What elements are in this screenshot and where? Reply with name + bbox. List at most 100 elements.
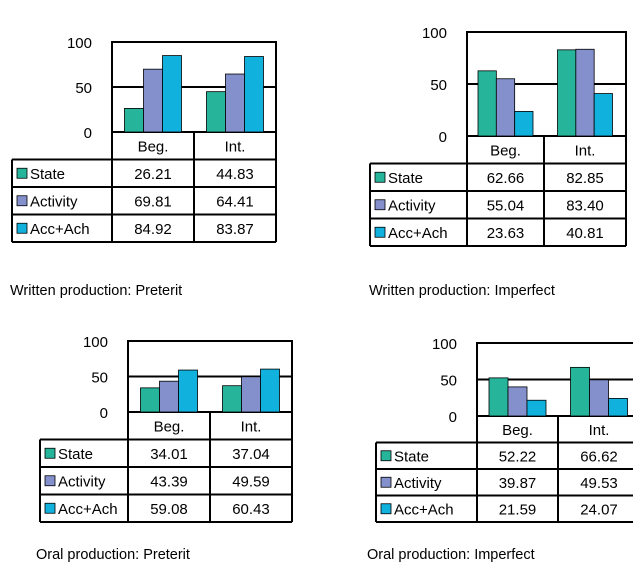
data-value: 40.81 [566,225,604,242]
data-value: 23.63 [487,225,525,242]
data-value: 83.40 [566,197,604,214]
bar-state [222,385,242,413]
bar-acc-ach [608,398,628,417]
category-label: Int. [241,418,262,435]
bar-state [124,108,144,133]
category-label: Int. [575,142,596,159]
y-tick-label: 0 [100,405,108,422]
data-value: 52.22 [499,448,537,465]
series-label: Activity [388,197,436,214]
data-value: 37.04 [232,446,270,463]
category-label: Beg. [490,142,521,159]
y-tick-label: 0 [449,409,457,426]
series-label: Activity [394,475,442,492]
series-label: Activity [58,473,106,490]
series-label: Acc+Ach [58,501,118,518]
data-value: 44.83 [216,166,254,183]
bar-activity [225,73,245,133]
chart-svg: 0 50 100 Beg. Int. State 34.01 37.04 Activity 43.… [39,334,293,523]
y-tick-label: 50 [75,80,92,97]
bar-acc-ach [260,368,280,413]
chart-caption: Oral production: Preterit [36,547,190,563]
data-value: 43.39 [150,473,188,490]
bar-acc-ach [514,111,534,137]
bar-activity [507,386,528,417]
bar-activity [575,48,595,137]
legend-key-activity [16,195,28,207]
bar-state [570,366,590,417]
legend-key-acc-ach [44,502,56,514]
data-value: 21.59 [499,501,537,518]
series-label: Acc+Ach [388,225,448,242]
series-label: State [58,446,93,463]
series-label: Acc+Ach [30,221,90,238]
series-label: Activity [30,193,78,210]
series-label: Acc+Ach [394,501,454,518]
legend-key-acc-ach [380,503,392,515]
chart-caption: Written production: Preterit [10,283,183,299]
chart-caption: Oral production: Imperfect [367,547,535,563]
legend-key-state [16,167,28,179]
series-label: State [30,166,65,183]
chart-panel-oral-imperfect: 0 50 100 Beg. Int. State 52.22 66.62 Activity 39.… [350,320,633,565]
category-label: Beg. [154,418,185,435]
chart-panel-written-preterit: 0 50 100 Beg. Int. State 26.21 44.83 Activity 69.… [0,0,300,300]
data-value: 39.87 [499,475,537,492]
chart-svg: 0 50 100 Beg. Int. State 52.22 66.62 Activity 39.… [375,336,633,523]
bar-acc-ach [244,56,264,133]
y-tick-label: 50 [430,77,447,94]
legend-key-activity [380,476,392,488]
data-value: 34.01 [150,446,188,463]
chart-panel-oral-preterit: 0 50 100 Beg. Int. State 34.01 37.04 Activity 43.… [0,320,300,565]
legend-key-acc-ach [374,226,386,238]
legend-key-state [44,447,56,459]
bar-activity [589,379,609,417]
series-label: State [388,170,423,187]
bar-acc-ach [178,369,198,413]
legend-key-activity [44,475,56,487]
bar-state [557,49,577,137]
chart-svg: 0 50 100 Beg. Int. State 26.21 44.83 Activity 69.… [11,35,277,243]
bar-activity [159,380,179,413]
bar-activity [143,68,163,133]
data-value: 62.66 [487,170,525,187]
bar-state [488,377,509,417]
y-tick-label: 100 [422,25,447,42]
series-label: State [394,448,429,465]
y-tick-label: 100 [83,334,108,351]
category-label: Beg. [138,138,169,155]
data-value: 59.08 [150,501,188,518]
y-tick-label: 50 [91,370,108,387]
chart-panel-written-imperfect: 0 50 100 Beg. Int. State 62.66 82.85 Activity 55.… [350,0,633,300]
data-value: 82.85 [566,170,604,187]
chart-caption: Written production: Imperfect [369,283,555,299]
data-value: 84.92 [134,221,172,238]
category-label: Beg. [502,422,533,439]
data-value: 26.21 [134,166,172,183]
legend-key-acc-ach [16,222,28,234]
data-value: 60.43 [232,501,270,518]
bar-activity [241,376,261,413]
bar-acc-ach [593,93,613,137]
bar-activity [495,78,516,137]
data-value: 83.87 [216,221,254,238]
category-label: Int. [589,422,610,439]
data-value: 55.04 [487,197,525,214]
category-label: Int. [225,138,246,155]
y-tick-label: 50 [440,373,457,390]
data-value: 24.07 [580,501,618,518]
legend-key-state [380,450,392,462]
data-value: 69.81 [134,193,172,210]
bar-acc-ach [526,399,547,417]
bar-acc-ach [162,55,182,133]
y-tick-label: 100 [432,336,457,353]
bar-state [206,91,226,133]
chart-svg: 0 50 100 Beg. Int. State 62.66 82.85 Activity 55.… [369,25,627,247]
data-value: 49.53 [580,475,618,492]
data-value: 66.62 [580,448,618,465]
data-value: 64.41 [216,193,254,210]
legend-key-state [374,171,386,183]
legend-key-activity [374,199,386,211]
data-value: 49.59 [232,473,270,490]
y-tick-label: 0 [439,129,447,146]
